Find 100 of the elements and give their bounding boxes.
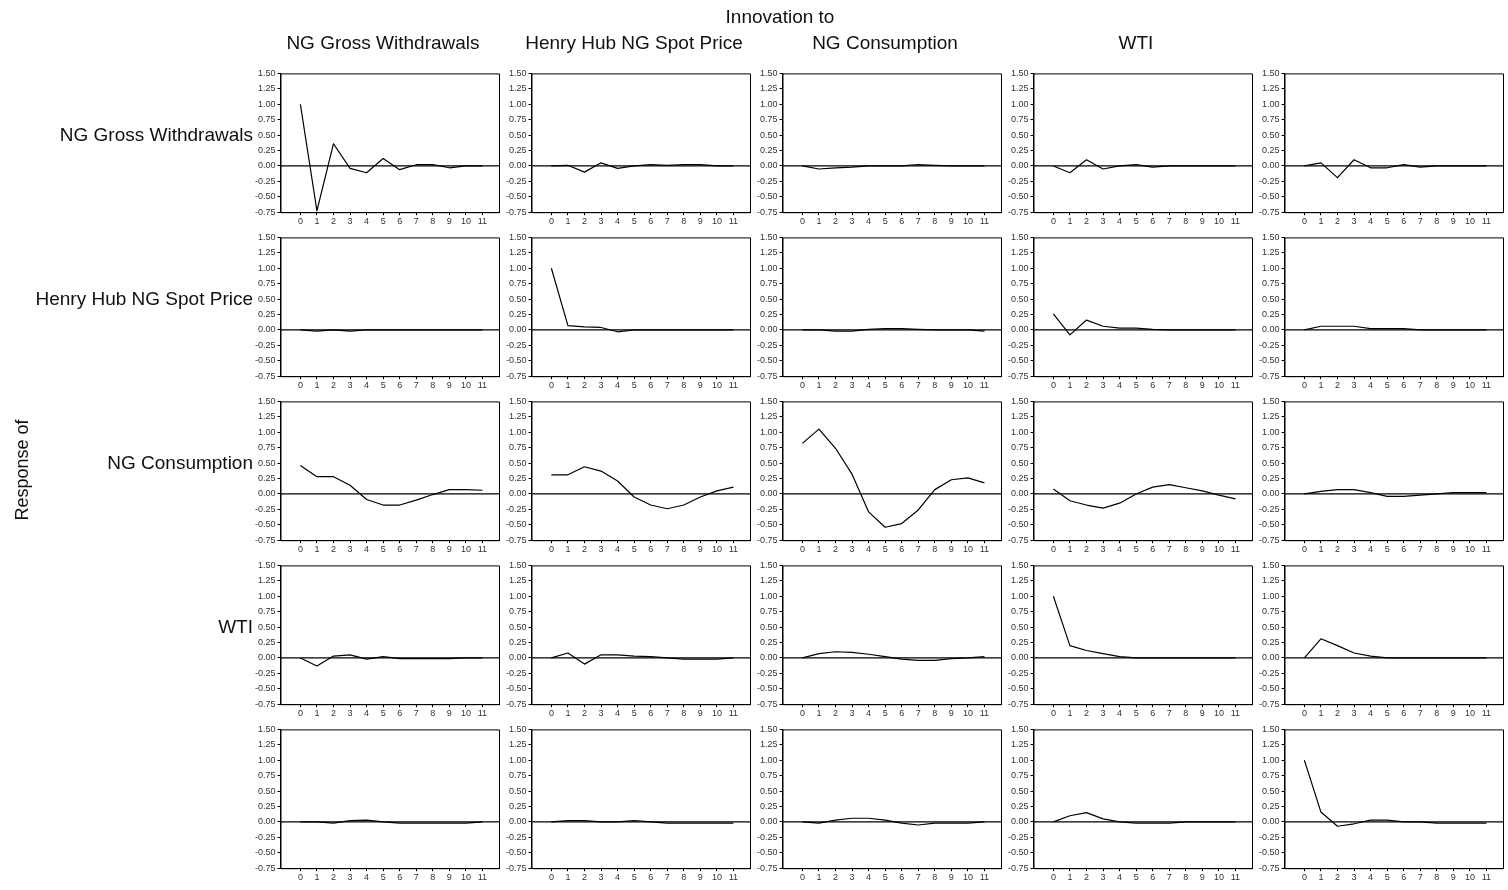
x-tick-label: 7: [1166, 544, 1172, 555]
y-tick-label: -0.50: [506, 519, 527, 530]
y-tick-label: 0.00: [508, 488, 527, 499]
y-tick-label: 1.50: [1261, 67, 1280, 78]
y-tick-label: 0.50: [759, 457, 778, 468]
x-tick-label: 9: [697, 708, 703, 719]
text: Innovation to: [724, 6, 836, 28]
x-tick-label: 3: [1100, 216, 1106, 227]
x-tick-label: 1: [1067, 872, 1073, 883]
y-tick-label: -0.25: [255, 667, 276, 678]
x-tick-label: 11: [728, 216, 739, 227]
y-tick-label: 1.50: [508, 67, 527, 78]
y-tick-label: -0.75: [1008, 698, 1029, 709]
x-tick-label: 0: [799, 544, 805, 555]
x-tick-label: 7: [1417, 380, 1423, 391]
y-tick-label: -0.50: [506, 355, 527, 366]
x-tick-label: 1: [565, 708, 571, 719]
x-tick-label: 9: [446, 708, 452, 719]
y-tick-label: 0.25: [508, 637, 527, 647]
y-tick-label: 1.00: [508, 98, 527, 109]
x-tick-label: 10: [460, 872, 471, 883]
y-tick-label: -0.25: [757, 503, 778, 514]
x-tick-label: 8: [1434, 708, 1440, 719]
y-tick-label: 0.25: [257, 473, 276, 483]
x-tick-label: 7: [1166, 216, 1172, 227]
x-tick-label: 11: [728, 708, 739, 719]
x-tick-label: 0: [1050, 708, 1056, 719]
y-tick-label: 0.00: [759, 160, 778, 171]
y-tick-label: 0.00: [1261, 160, 1280, 171]
y-tick-label: 1.50: [759, 559, 778, 570]
y-axis-title: NG Gross Withdrawals: [58, 124, 253, 146]
x-tick-label: 3: [598, 380, 604, 391]
y-tick-label: 0.25: [759, 637, 778, 647]
x-tick-label: 11: [1230, 544, 1241, 555]
x-tick-label: 6: [397, 872, 403, 883]
y-tick-label: -0.25: [255, 831, 276, 842]
x-tick-label: 0: [1050, 872, 1056, 883]
x-tick-label: 3: [1351, 216, 1357, 227]
y-tick-label: 0.75: [508, 442, 527, 453]
x-tick-label: 2: [1334, 380, 1340, 391]
y-tick-label: -0.50: [1008, 355, 1029, 366]
y-tick-label: 0.25: [1261, 637, 1280, 647]
y-tick-label: 0.25: [508, 801, 527, 811]
x-tick-label: 1: [1067, 380, 1073, 391]
x-tick-label: 10: [460, 216, 471, 227]
x-tick-label: 6: [1401, 872, 1407, 883]
x-tick-label: 0: [799, 216, 805, 227]
x-tick-label: 5: [631, 872, 637, 883]
y-tick-label: 0.25: [257, 637, 276, 647]
y-tick-label: 1.25: [1010, 83, 1029, 94]
y-tick-label: 0.00: [508, 816, 527, 827]
y-tick-label: 0.75: [1261, 278, 1280, 289]
x-tick-label: 4: [1117, 544, 1123, 555]
y-tick-label: 0.75: [759, 770, 778, 781]
x-tick-label: 11: [1230, 380, 1241, 391]
x-tick-label: 5: [1133, 708, 1139, 719]
x-tick-label: 5: [1133, 544, 1139, 555]
x-tick-label: 8: [1434, 872, 1440, 883]
x-tick-label: 2: [832, 544, 838, 555]
x-tick-label: 5: [882, 380, 888, 391]
y-tick-label: 1.25: [508, 739, 527, 750]
x-tick-label: 7: [664, 216, 670, 227]
y-tick-label: -0.25: [757, 667, 778, 678]
x-tick-label: 5: [1133, 872, 1139, 883]
x-tick-label: 3: [1100, 380, 1106, 391]
x-tick-label: 7: [1417, 872, 1423, 883]
y-tick-label: -0.25: [1008, 667, 1029, 678]
x-tick-label: 1: [1318, 544, 1324, 555]
x-tick-label: 3: [849, 544, 855, 555]
y-tick-label: 0.50: [1261, 293, 1280, 304]
y-tick-label: 1.50: [1010, 67, 1029, 78]
y-tick-label: 1.00: [759, 590, 778, 601]
y-tick-label: 0.50: [508, 785, 527, 796]
y-tick-label: 0.00: [257, 488, 276, 499]
y-tick-label: -0.75: [757, 534, 778, 545]
x-tick-label: 8: [1183, 216, 1189, 227]
x-tick-label: 5: [1384, 216, 1390, 227]
y-tick-label: 0.50: [1010, 785, 1029, 796]
y-tick-label: -0.50: [506, 847, 527, 858]
x-tick-label: 0: [548, 216, 554, 227]
x-tick-label: 11: [979, 216, 990, 227]
x-tick-label: 0: [297, 216, 303, 227]
y-tick-label: 0.00: [257, 160, 276, 171]
x-tick-label: 0: [1301, 872, 1307, 883]
y-tick-label: 0.50: [759, 293, 778, 304]
x-tick-label: 8: [1434, 380, 1440, 391]
x-tick-label: 9: [948, 380, 954, 391]
x-tick-label: 1: [1067, 216, 1073, 227]
x-tick-label: 9: [446, 380, 452, 391]
y-tick-label: -0.25: [1008, 831, 1029, 842]
y-tick-label: -0.25: [255, 339, 276, 350]
x-tick-label: 4: [615, 380, 621, 391]
x-tick-label: 0: [1050, 380, 1056, 391]
x-tick-label: 5: [1384, 708, 1390, 719]
y-tick-label: 0.25: [257, 309, 276, 319]
y-tick-label: 0.00: [1261, 488, 1280, 499]
y-tick-label: -0.75: [757, 862, 778, 873]
x-tick-label: 0: [297, 380, 303, 391]
y-tick-label: 1.50: [1010, 723, 1029, 734]
x-tick-label: 7: [664, 872, 670, 883]
